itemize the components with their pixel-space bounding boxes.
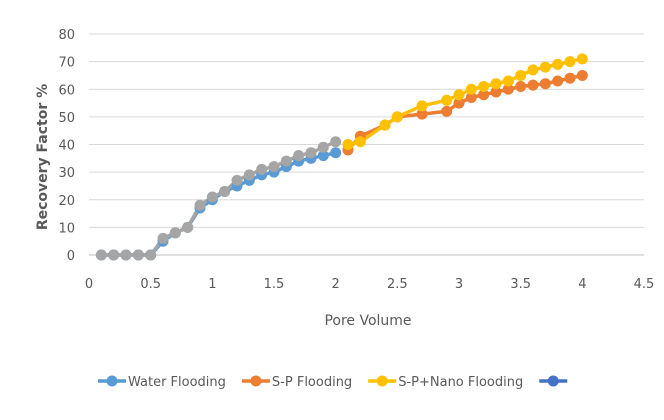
data-point <box>342 139 354 150</box>
legend: Water Flooding S-P Flooding S-P+Nano Flood… <box>98 375 568 390</box>
data-point <box>268 161 280 173</box>
data-point <box>182 221 194 233</box>
x-tick-label: 2.5 <box>387 277 408 292</box>
data-point <box>527 64 539 76</box>
y-tick-label: 80 <box>58 28 75 43</box>
data-point <box>280 155 292 167</box>
series-points <box>95 53 588 261</box>
axes: 0 10 20 30 40 50 60 70 80 0 0.5 1 1.5 2 2.5 3 3.5 4 4.5 <box>58 28 654 292</box>
legend-swatch-marker <box>250 375 262 387</box>
x-tick-label: 1.5 <box>264 277 285 292</box>
data-point <box>206 191 218 203</box>
legend-item-2: S-P Flooding <box>241 375 352 390</box>
data-point <box>478 89 490 101</box>
y-tick-label: 20 <box>58 194 75 209</box>
data-point <box>416 100 428 112</box>
data-point <box>95 249 107 261</box>
series-line-1 <box>101 151 337 257</box>
data-point <box>490 78 502 90</box>
data-point <box>552 58 564 70</box>
data-point <box>145 249 157 261</box>
data-point <box>305 147 317 159</box>
y-tick-label: 70 <box>58 56 75 71</box>
data-point <box>576 69 588 81</box>
legend-item-3: S-P+Nano Flooding <box>368 375 523 390</box>
data-point <box>120 249 132 261</box>
data-point <box>576 53 588 65</box>
data-point <box>317 141 329 153</box>
data-point <box>108 249 120 261</box>
data-point <box>169 227 181 239</box>
data-point <box>330 147 342 159</box>
x-tick-label: 4.5 <box>634 277 655 292</box>
legend-item-1: Water Flooding <box>98 375 226 390</box>
y-tick-label: 10 <box>58 221 75 236</box>
y-tick-label: 50 <box>58 111 75 126</box>
y-tick-label: 0 <box>67 249 75 264</box>
data-point <box>391 111 403 123</box>
data-point <box>441 105 453 117</box>
legend-label: Water Flooding <box>128 375 226 390</box>
data-point <box>478 80 490 92</box>
legend-swatch-marker <box>376 375 388 387</box>
y-tick-label: 60 <box>58 83 75 98</box>
x-tick-label: 0 <box>85 277 93 292</box>
data-point <box>293 150 305 162</box>
data-point <box>194 199 206 211</box>
gridlines <box>89 33 644 228</box>
y-tick-label: 30 <box>58 166 75 181</box>
data-point <box>465 92 477 104</box>
data-point <box>219 185 231 197</box>
x-tick-label: 0.5 <box>140 277 161 292</box>
data-point <box>490 86 502 98</box>
data-point <box>243 169 255 181</box>
x-axis-label: Pore Volume <box>324 313 411 329</box>
data-point <box>515 80 527 92</box>
legend-label: S-P Flooding <box>272 375 352 390</box>
data-point <box>379 119 391 131</box>
data-point <box>157 232 169 244</box>
data-point <box>132 249 144 261</box>
data-point <box>416 108 428 120</box>
data-point <box>256 163 268 175</box>
x-tick-label: 3.5 <box>510 277 531 292</box>
x-tick-label: 3 <box>455 277 463 292</box>
data-point <box>317 150 329 162</box>
x-tick-label: 1 <box>208 277 216 292</box>
y-axis-label: Recovery Factor % <box>35 84 51 230</box>
data-point <box>453 89 465 101</box>
x-tick-label: 2 <box>332 277 340 292</box>
data-point <box>564 56 576 68</box>
legend-swatch-marker <box>547 375 559 387</box>
data-point <box>231 174 243 186</box>
x-tick-label: 4 <box>578 277 586 292</box>
data-point <box>465 83 477 95</box>
data-point <box>502 75 514 87</box>
legend-item-4 <box>539 375 568 387</box>
data-point <box>441 94 453 106</box>
data-point <box>354 136 366 148</box>
data-point <box>527 79 539 91</box>
data-point <box>515 69 527 81</box>
legend-swatch-marker <box>106 375 118 387</box>
data-point <box>539 78 551 90</box>
data-point <box>453 97 465 109</box>
legend-label: S-P+Nano Flooding <box>398 375 523 390</box>
y-tick-label: 40 <box>58 139 75 154</box>
data-point <box>539 61 551 73</box>
data-point <box>502 83 514 95</box>
data-point <box>564 72 576 84</box>
data-point <box>552 75 564 87</box>
data-point <box>330 136 342 148</box>
